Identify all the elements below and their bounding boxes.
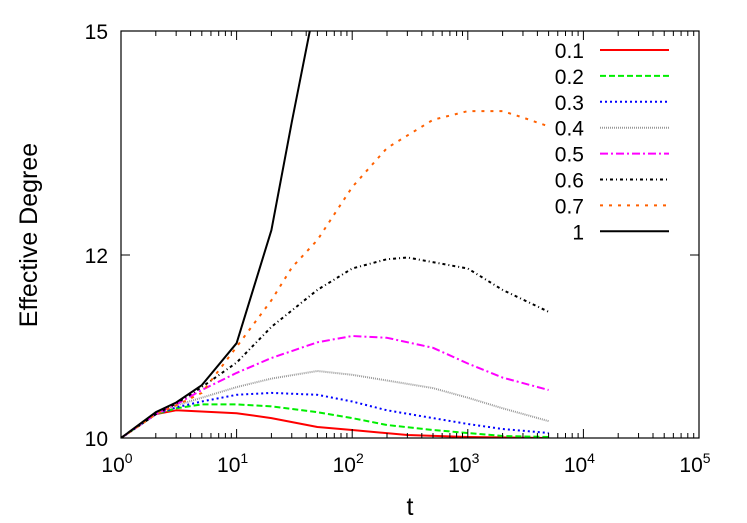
legend-label: 0.7 bbox=[555, 195, 584, 218]
plot-frame bbox=[120, 30, 700, 439]
legend-label: 1 bbox=[572, 221, 584, 244]
y-tick-label: 10 bbox=[85, 428, 108, 451]
x-tick-label: 101 bbox=[217, 450, 248, 477]
y-tick-label: 12 bbox=[85, 245, 108, 268]
legend-entry: 1 bbox=[572, 221, 669, 244]
legend-label: 0.1 bbox=[555, 40, 584, 63]
series-line-0.7 bbox=[121, 110, 549, 438]
legend: 0.1 0.2 0.3 0.4 0.5 0.60.7 1 bbox=[555, 40, 669, 244]
legend-label: 0.4 bbox=[555, 118, 585, 141]
x-tick-label: 104 bbox=[564, 450, 595, 477]
legend-entry: 0.2 bbox=[555, 66, 669, 89]
series-layer bbox=[121, 31, 550, 438]
legend-label: 0.6 bbox=[555, 170, 584, 193]
series-line-0.1 bbox=[121, 409, 549, 438]
series-line-0.5 bbox=[121, 335, 549, 438]
legend-label: 0.5 bbox=[555, 144, 584, 167]
x-tick-label: 105 bbox=[679, 450, 710, 477]
series-line-1 bbox=[121, 31, 311, 438]
legend-label: 0.3 bbox=[555, 92, 584, 115]
series-line-0.3 bbox=[121, 391, 549, 438]
x-tick-label: 103 bbox=[448, 450, 479, 477]
x-tick-label: 102 bbox=[333, 450, 364, 477]
series-line-0.2 bbox=[121, 403, 549, 438]
legend-entry: 0.6 bbox=[555, 170, 669, 193]
ticks-layer: 100 101 102 103 104 105 10 12 15 bbox=[85, 21, 711, 477]
x-tick-label: 100 bbox=[101, 450, 132, 477]
legend-entry: 0.4 bbox=[555, 118, 669, 141]
y-tick-label: 15 bbox=[85, 21, 108, 44]
legend-entry: 0.5 bbox=[555, 144, 669, 167]
legend-entry: 0.7 bbox=[555, 195, 669, 218]
legend-label: 0.2 bbox=[555, 66, 584, 89]
y-axis-title: Effective Degree bbox=[15, 143, 43, 327]
legend-entry: 0.1 bbox=[555, 40, 669, 63]
x-axis-title: t bbox=[407, 493, 414, 521]
legend-entry: 0.3 bbox=[555, 92, 669, 115]
